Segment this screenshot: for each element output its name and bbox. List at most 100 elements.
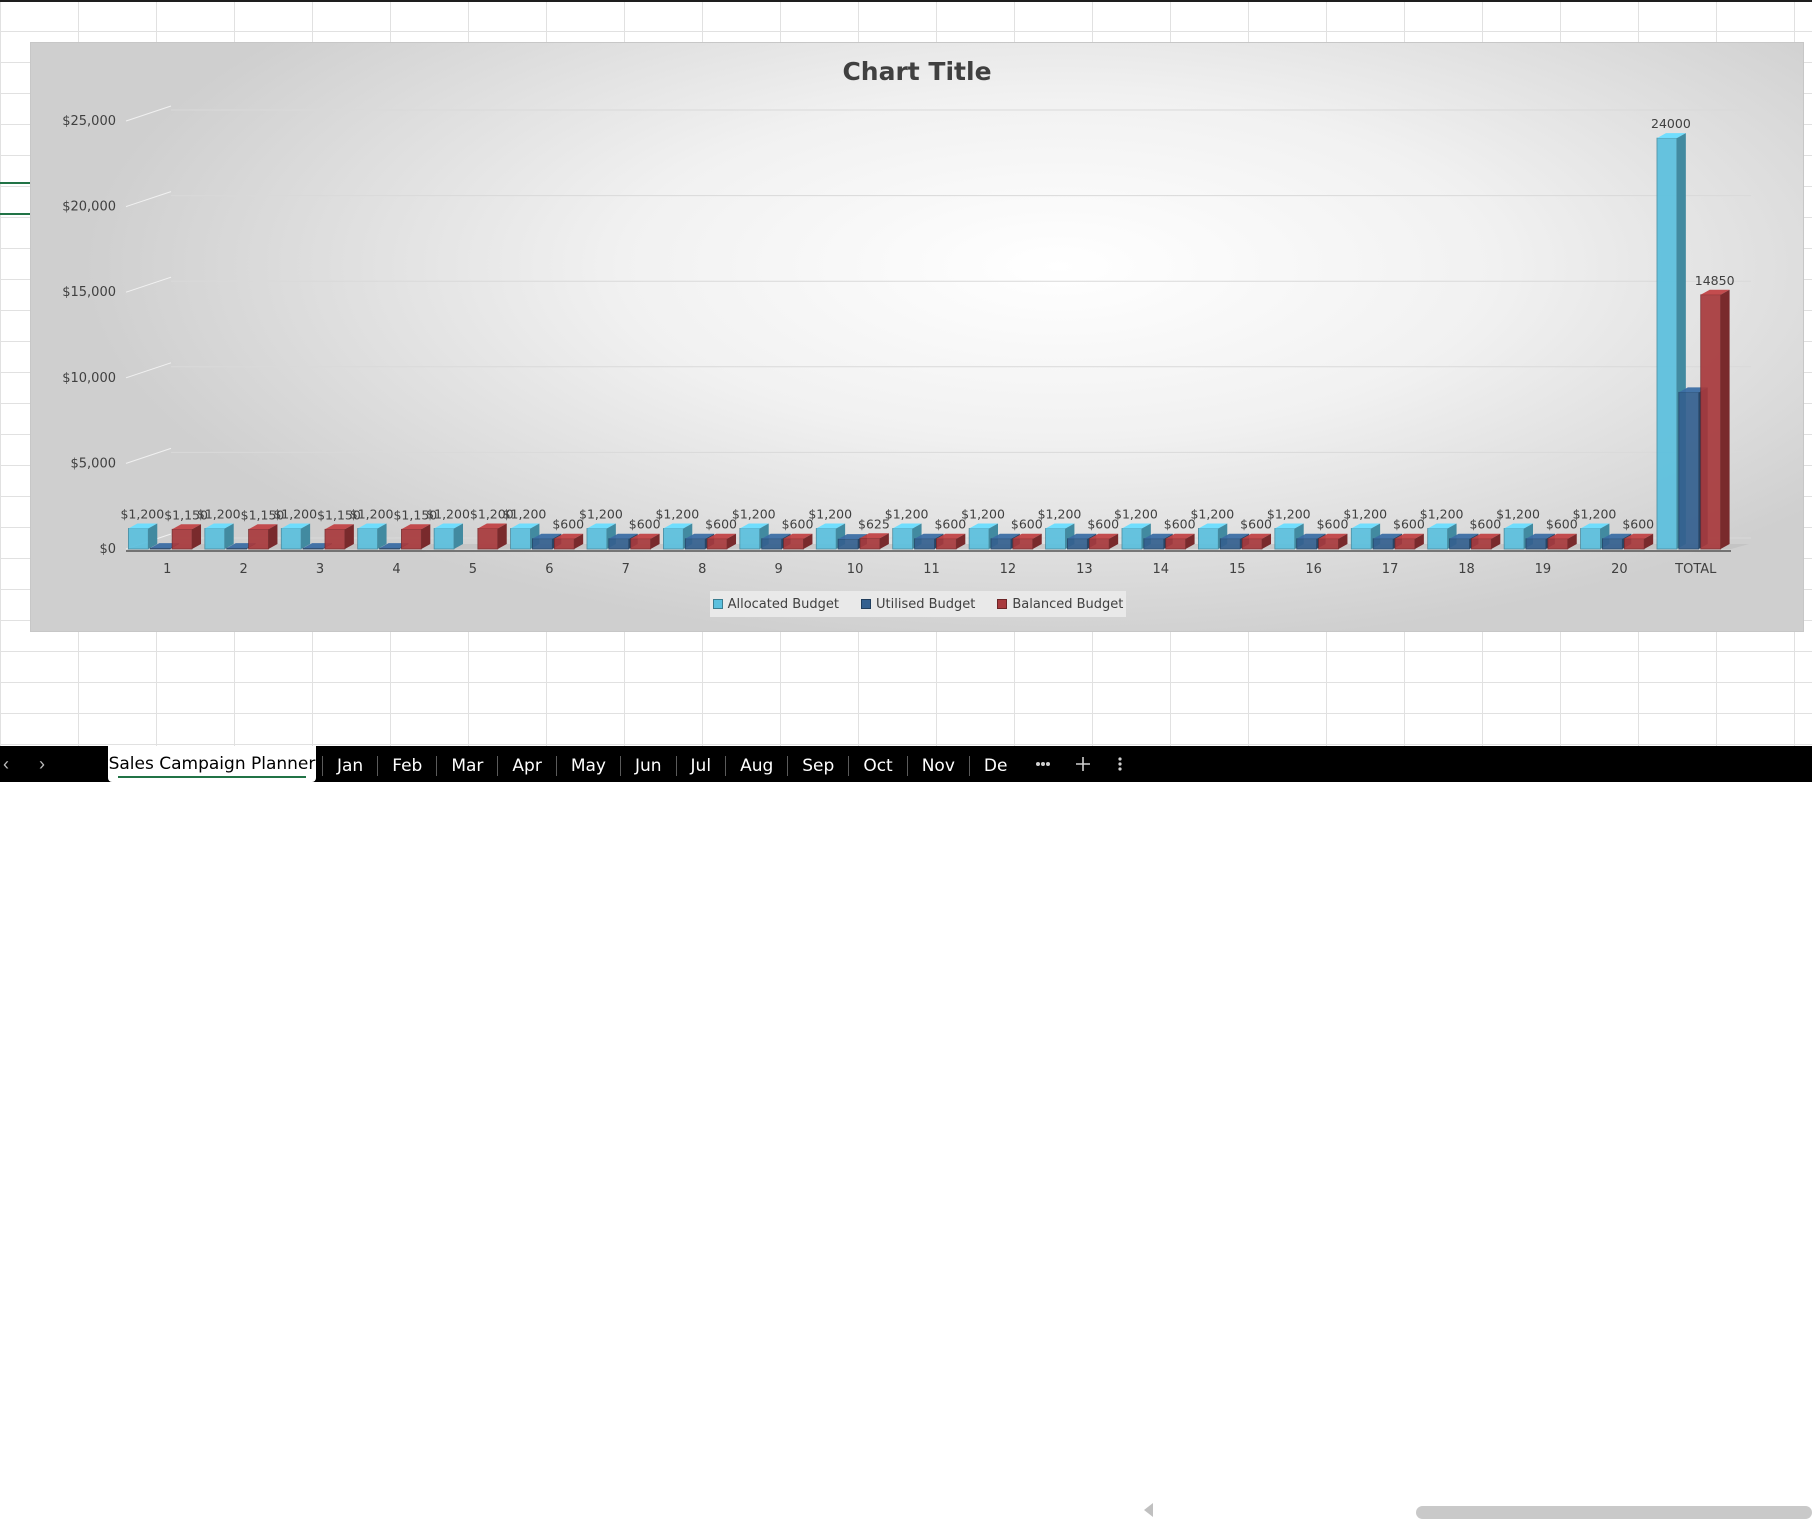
bar-side: [1262, 533, 1272, 549]
bar-side: [1338, 533, 1348, 549]
chart-title[interactable]: Chart Title: [842, 57, 992, 86]
tab-mar[interactable]: Mar: [436, 755, 497, 776]
bar: [859, 537, 881, 550]
bar-side: [224, 523, 234, 549]
data-label: $600: [705, 517, 737, 532]
more-sheets-icon[interactable]: [1032, 750, 1054, 778]
tab-apr[interactable]: Apr: [497, 755, 555, 776]
horizontal-scrollbar-thumb[interactable]: [1416, 1506, 1812, 1519]
bar-top: [510, 523, 540, 529]
bar-top: [172, 524, 202, 530]
data-label: $1,200: [732, 506, 776, 521]
data-label: $1,200: [1267, 506, 1311, 521]
tab-aug[interactable]: Aug: [725, 755, 787, 776]
scroll-tabs-left-icon[interactable]: ‹: [3, 753, 9, 774]
y-tick-label: $20,000: [62, 200, 116, 215]
bar: [1547, 538, 1569, 550]
scroll-tabs-right-icon[interactable]: ›: [39, 753, 45, 774]
tab-jan[interactable]: Jan: [322, 755, 377, 776]
add-sheet-icon[interactable]: [1072, 750, 1094, 778]
data-label: $1,200: [1343, 506, 1387, 521]
bar: [1580, 528, 1601, 550]
bar-top: [860, 533, 889, 539]
data-label: 14850: [1695, 273, 1735, 288]
bar-top: [1318, 533, 1348, 539]
data-label: $1,200: [1190, 506, 1234, 521]
data-label: $1,150: [241, 507, 285, 522]
data-label: $1,150: [393, 507, 437, 522]
bar-side: [956, 533, 966, 549]
legend-item[interactable]: Utilised Budget: [861, 597, 975, 612]
bar-top: [1067, 533, 1097, 539]
tab-nov[interactable]: Nov: [906, 755, 969, 776]
tab-oct[interactable]: Oct: [848, 755, 906, 776]
data-label: $600: [629, 517, 661, 532]
bar: [608, 538, 630, 550]
chart-plot[interactable]: $0 $5,000 $10,000 $15,000 $20,000 $25,000 1 $1,…: [31, 43, 1805, 633]
bar: [1012, 538, 1034, 550]
data-label: $600: [782, 517, 814, 532]
bar-top: [608, 533, 638, 539]
bar: [149, 547, 171, 550]
tab-sales-campaign-planner[interactable]: Sales Campaign Planner: [108, 746, 316, 782]
bar: [1088, 538, 1110, 550]
legend-item[interactable]: Allocated Budget: [712, 597, 839, 612]
bar-top: [1143, 533, 1173, 539]
bar: [171, 528, 193, 550]
x-tick-label: 9: [775, 562, 783, 577]
formula-bar-border: [0, 0, 1812, 2]
active-tab-underline: [118, 776, 306, 778]
bar-top: [1525, 533, 1555, 539]
gridline-depth: [125, 447, 172, 464]
tab-may[interactable]: May: [555, 755, 620, 776]
bar-top: [1656, 133, 1686, 139]
bar: [1219, 538, 1241, 550]
x-tick-label: 2: [240, 562, 248, 577]
tab-jun[interactable]: Jun: [619, 755, 676, 776]
bar: [1067, 538, 1088, 550]
bar-top: [1427, 523, 1457, 529]
bar: [1045, 528, 1066, 550]
bar-side: [1491, 533, 1501, 549]
bar: [1602, 538, 1623, 550]
bar-top: [1198, 523, 1228, 529]
row-selection-marker: [0, 213, 30, 215]
data-label: $1,200: [885, 506, 929, 521]
bar: [1525, 538, 1547, 550]
bar-top: [1580, 523, 1610, 529]
bar: [1427, 528, 1448, 550]
legend-swatch: [861, 599, 872, 609]
tab-feb[interactable]: Feb: [377, 755, 436, 776]
data-label: $600: [1087, 517, 1119, 532]
bar-top: [1624, 533, 1654, 539]
bar: [1471, 538, 1492, 550]
tab-sep[interactable]: Sep: [787, 755, 848, 776]
tab-jul[interactable]: Jul: [675, 755, 726, 776]
data-label: $625: [858, 516, 890, 531]
data-label: 24000: [1651, 116, 1691, 131]
gridline-depth: [125, 105, 172, 122]
y-tick-label: $10,000: [62, 371, 116, 386]
sheet-tab-bar: ‹ › Sales Campaign Planner Jan Feb Mar Apr M…: [0, 746, 1812, 1519]
vertical-more-icon[interactable]: [1112, 750, 1128, 778]
bar: [936, 538, 957, 550]
chart-area[interactable]: Chart Title $0 $5,000 $10,000 $15,000 $20,00…: [30, 42, 1804, 632]
hscroll-left-icon[interactable]: [1144, 1503, 1153, 1517]
bar: [357, 528, 378, 550]
legend-item[interactable]: Balanced Budget: [997, 597, 1123, 612]
bar: [761, 538, 782, 550]
bar-top: [586, 523, 616, 529]
x-tick-label: 20: [1611, 562, 1628, 577]
tab-de[interactable]: De: [968, 755, 1022, 776]
bar: [401, 528, 422, 550]
active-tab-label: Sales Campaign Planner: [108, 754, 316, 774]
chart-legend[interactable]: Allocated Budget Utilised Budget Balanced …: [710, 591, 1126, 617]
y-tick-label: $0: [99, 542, 116, 557]
bar: [433, 528, 455, 550]
sheet-tabs: Jan Feb Mar Apr May Jun Jul Aug Sep Oct Nov De: [322, 746, 1021, 782]
bar-side: [727, 533, 737, 549]
bar-side: [803, 533, 813, 549]
legend-label: Balanced Budget: [1012, 596, 1124, 612]
bar-top: [1449, 533, 1479, 539]
data-label: $1,200: [350, 506, 394, 521]
